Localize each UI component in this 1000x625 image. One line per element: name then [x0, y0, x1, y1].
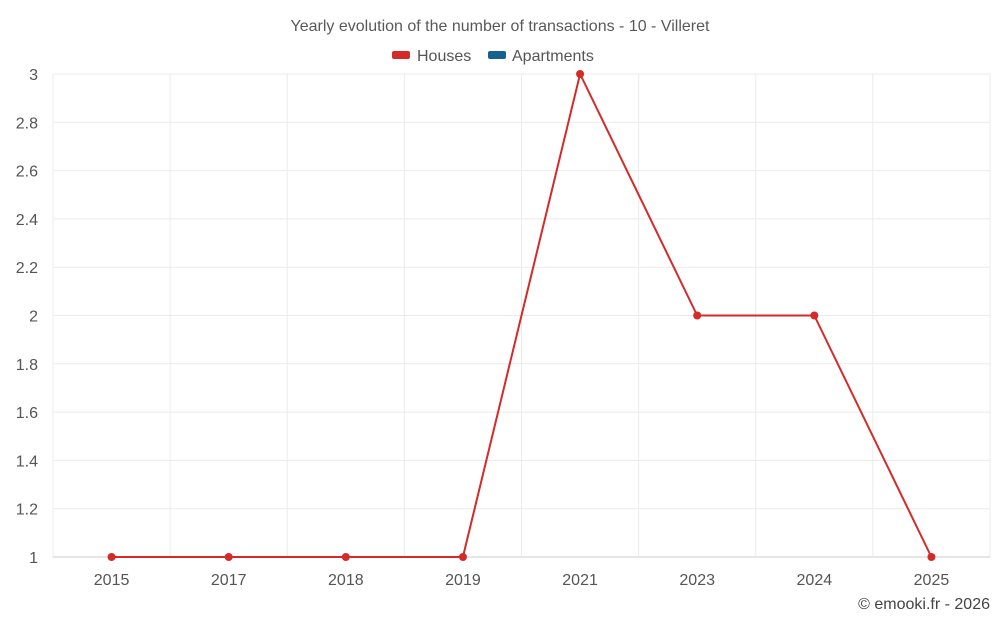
- series-layer: [107, 70, 936, 561]
- y-tick-label: 2.6: [16, 164, 38, 181]
- x-axis-ticks: 2015 2017 2018 2019 2021 2023 2024 2025: [94, 572, 950, 589]
- y-tick-label: 1.6: [16, 405, 38, 422]
- legend: Houses Apartments: [392, 48, 594, 65]
- x-tick-label: 2024: [797, 572, 833, 589]
- legend-label-houses[interactable]: Houses: [417, 48, 471, 65]
- y-tick-label: 1.2: [16, 502, 38, 519]
- y-tick-label: 2.4: [16, 212, 38, 229]
- x-tick-label: 2019: [445, 572, 481, 589]
- y-axis-ticks: 1 1.2 1.4 1.6 1.8 2 2.2 2.4 2.6 2.8 3: [16, 67, 38, 567]
- y-tick-label: 2.2: [16, 260, 38, 277]
- chart-title: Yearly evolution of the number of transa…: [291, 18, 710, 35]
- x-tick-label: 2015: [94, 572, 130, 589]
- y-tick-label: 2.8: [16, 115, 38, 132]
- data-point-houses[interactable]: [107, 553, 116, 561]
- data-point-houses[interactable]: [341, 553, 350, 561]
- series-line-houses: [111, 73, 933, 558]
- data-point-houses[interactable]: [576, 70, 585, 78]
- data-point-houses[interactable]: [810, 311, 819, 320]
- y-tick-label: 1.4: [16, 453, 38, 470]
- x-tick-label: 2017: [211, 572, 247, 589]
- y-tick-label: 1: [29, 550, 38, 567]
- credit-text: © emooki.fr - 2026: [858, 596, 990, 613]
- y-tick-label: 3: [29, 67, 38, 84]
- x-tick-label: 2021: [562, 572, 598, 589]
- y-tick-label: 2: [29, 309, 38, 326]
- legend-swatch-houses: [392, 51, 410, 59]
- data-point-houses[interactable]: [224, 553, 233, 561]
- data-point-houses[interactable]: [927, 553, 936, 561]
- data-point-houses[interactable]: [693, 311, 702, 320]
- x-tick-label: 2018: [328, 572, 364, 589]
- x-tick-label: 2023: [679, 572, 715, 589]
- x-tick-label: 2025: [914, 572, 950, 589]
- y-tick-label: 1.8: [16, 357, 38, 374]
- legend-swatch-apartments: [488, 51, 506, 59]
- data-point-houses[interactable]: [458, 553, 467, 561]
- legend-label-apartments[interactable]: Apartments: [512, 48, 594, 65]
